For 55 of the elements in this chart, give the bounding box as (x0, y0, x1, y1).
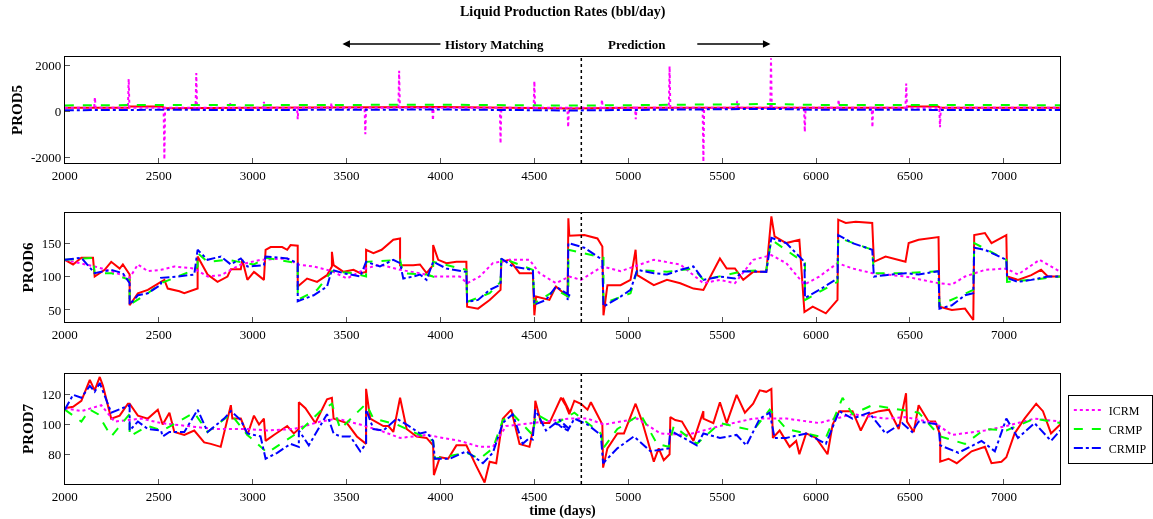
x-tick-label: 6000 (803, 488, 830, 504)
line-series (64, 57, 1061, 163)
x-tick-label: 7000 (990, 488, 1017, 504)
legend-label: CRMIP (1108, 441, 1147, 456)
y-tick-label: 150 (41, 235, 62, 251)
x-tick-label: 3500 (333, 326, 360, 342)
x-tick-label: 3000 (239, 326, 266, 342)
text: History Matching (445, 37, 545, 52)
x-tick-label: 3000 (239, 488, 266, 504)
y-tick-label: 2000 (35, 57, 62, 73)
x-tick-label: 5500 (709, 488, 736, 504)
x-tick-label: 7000 (990, 326, 1017, 342)
y-axis-title: PROD6 (19, 242, 36, 293)
y-tick-label: 100 (41, 269, 62, 285)
y-tick-label: 100 (41, 417, 62, 433)
x-tick-label: 6500 (896, 326, 923, 342)
line-series (64, 375, 1061, 484)
x-tick-label: 6500 (896, 488, 923, 504)
y-tick-label: 80 (48, 446, 62, 462)
x-tick-label: 3000 (239, 167, 266, 183)
y-tick-label: 120 (41, 387, 62, 403)
text: Prediction (608, 37, 667, 52)
x-tick-label: 2500 (145, 488, 172, 504)
line-series (64, 381, 1061, 465)
x-tick-label: 6000 (803, 326, 830, 342)
x-tick-label: 4000 (427, 167, 454, 183)
x-tick-label: 4000 (427, 326, 454, 342)
x-axis-title: time (days) (529, 503, 597, 519)
line-series (64, 404, 1061, 448)
x-tick-label: 6000 (803, 167, 830, 183)
x-tick-label: 6500 (896, 167, 923, 183)
legend-label: ICRM (1108, 403, 1140, 418)
x-tick-label: 2500 (145, 326, 172, 342)
x-tick-label: 4500 (521, 326, 548, 342)
y-axis-title: PROD5 (9, 85, 26, 135)
y-tick-label: 50 (48, 302, 62, 318)
x-tick-label: 5000 (615, 167, 642, 183)
x-tick-label: 5000 (615, 488, 642, 504)
x-tick-label: 5000 (615, 326, 642, 342)
y-tick-label: -2000 (30, 149, 62, 165)
x-tick-label: 4000 (427, 488, 454, 504)
y-axis-title: PROD7 (19, 403, 36, 454)
x-tick-label: 5500 (709, 326, 736, 342)
x-tick-label: 3500 (333, 488, 360, 504)
y-tick-label: 0 (54, 103, 62, 119)
chart-title: Liquid Production Rates (bbl/day) (460, 4, 666, 20)
line-series (64, 396, 1061, 460)
x-tick-label: 4500 (521, 167, 548, 183)
legend-label: CRMP (1108, 422, 1143, 437)
x-tick-label: 7000 (990, 167, 1017, 183)
x-tick-label: 2500 (145, 167, 172, 183)
x-tick-label: 4500 (521, 488, 548, 504)
x-tick-label: 5500 (709, 167, 736, 183)
x-tick-label: 3500 (333, 167, 360, 183)
line-series (64, 215, 1061, 321)
